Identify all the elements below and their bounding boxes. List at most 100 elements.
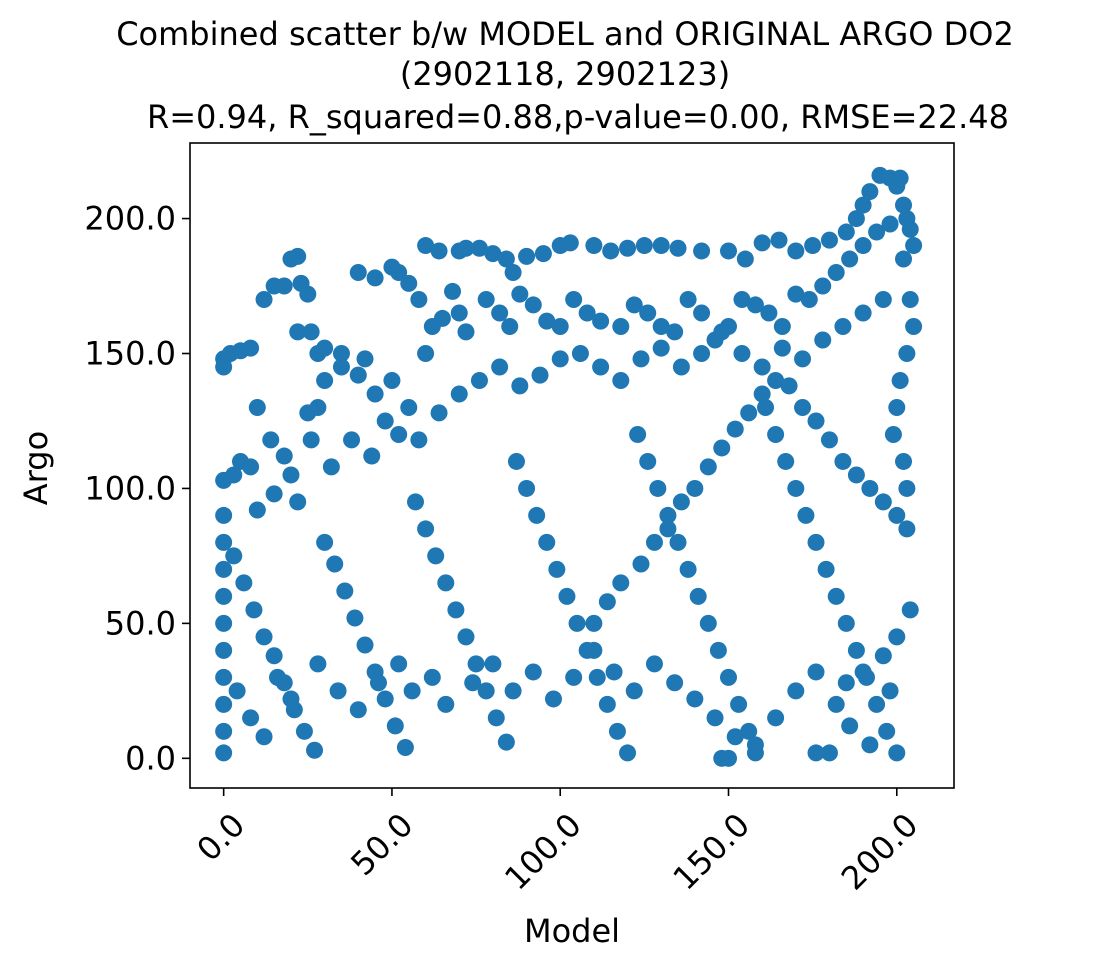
- scatter-point: [417, 345, 435, 363]
- scatter-point: [306, 741, 324, 759]
- scatter-point: [629, 425, 647, 443]
- scatter-point: [612, 318, 630, 336]
- scatter-point: [565, 668, 583, 686]
- scatter-point: [376, 690, 394, 708]
- scatter-point: [457, 239, 475, 257]
- scatter-point: [528, 506, 546, 524]
- y-tick-label: 0.0: [125, 739, 176, 777]
- scatter-point: [282, 690, 300, 708]
- scatter-point: [686, 690, 704, 708]
- scatter-point: [868, 695, 886, 713]
- scatter-point: [780, 377, 798, 395]
- scatter-point: [477, 291, 495, 309]
- scatter-point: [484, 655, 502, 673]
- scatter-point: [538, 533, 556, 551]
- chart-subtitle: (2902118, 2902123): [400, 55, 730, 93]
- scatter-point: [430, 404, 448, 422]
- scatter-point: [619, 744, 637, 762]
- scatter-point: [814, 331, 832, 349]
- scatter-point: [571, 345, 589, 363]
- scatter-point: [588, 668, 606, 686]
- scatter-point: [666, 323, 684, 341]
- x-tick-label: 150.0: [665, 806, 757, 898]
- scatter-point: [225, 466, 243, 484]
- scatter-point: [713, 749, 731, 767]
- scatter-point: [548, 560, 566, 578]
- x-axis: 0.0 50.0 100.0 150.0 200.0: [189, 788, 925, 897]
- scatter-point: [837, 674, 855, 692]
- scatter-point: [346, 609, 364, 627]
- scatter-point: [753, 385, 771, 403]
- scatter-point: [349, 701, 367, 719]
- scatter-point: [269, 668, 287, 686]
- scatter-point: [649, 479, 667, 497]
- scatter-point: [248, 501, 266, 519]
- scatter-point: [713, 439, 731, 457]
- scatter-point: [316, 371, 334, 389]
- scatter-point: [639, 304, 657, 322]
- scatter-point: [491, 358, 509, 376]
- scatter-point: [699, 614, 717, 632]
- plot-area-frame: [189, 142, 955, 789]
- scatter-point: [565, 291, 583, 309]
- scatter-point: [524, 296, 542, 314]
- scatter-point: [332, 358, 350, 376]
- scatter-point: [585, 641, 603, 659]
- scatter-point: [720, 668, 738, 686]
- scatter-point: [901, 291, 919, 309]
- scatter-point: [215, 668, 233, 686]
- scatter-point: [427, 547, 445, 565]
- scatter-point: [837, 223, 855, 241]
- scatter-point: [349, 366, 367, 384]
- scatter-point: [901, 601, 919, 619]
- scatter-point: [242, 339, 260, 357]
- scatter-point: [215, 641, 233, 659]
- scatter-point: [363, 447, 381, 465]
- y-tick-label: 50.0: [105, 604, 176, 642]
- scatter-point: [444, 282, 462, 300]
- scatter-point: [733, 291, 751, 309]
- scatter-point: [504, 682, 522, 700]
- scatter-point: [585, 614, 603, 632]
- scatter-point: [248, 398, 266, 416]
- scatter-point: [390, 655, 408, 673]
- scatter-point: [713, 323, 731, 341]
- scatter-point: [450, 385, 468, 403]
- scatter-point: [837, 614, 855, 632]
- scatter-point: [295, 722, 313, 740]
- y-tick-label: 100.0: [84, 469, 176, 507]
- scatter-point: [437, 574, 455, 592]
- scatter-point: [316, 533, 334, 551]
- scatter-point: [881, 215, 899, 233]
- scatter-point: [265, 485, 283, 503]
- scatter-point: [215, 744, 233, 762]
- scatter-point: [551, 350, 569, 368]
- scatter-point: [531, 366, 549, 384]
- scatter-point: [652, 318, 670, 336]
- scatter-point: [309, 655, 327, 673]
- scatter-point: [289, 493, 307, 511]
- scatter-point: [437, 695, 455, 713]
- scatter-point: [898, 479, 916, 497]
- scatter-point: [396, 739, 414, 757]
- scatter-point: [874, 493, 892, 511]
- scatter-point: [487, 709, 505, 727]
- scatter-point: [245, 601, 263, 619]
- scatter-point: [383, 371, 401, 389]
- scatter-point: [652, 339, 670, 357]
- scatter-point: [400, 398, 418, 416]
- scatter-point: [457, 323, 475, 341]
- scatter-point: [878, 722, 896, 740]
- scatter-point: [888, 744, 906, 762]
- scatter-point: [568, 614, 586, 632]
- scatter-point: [470, 371, 488, 389]
- y-axis: 0.0 50.0 100.0 150.0 200.0: [84, 200, 190, 777]
- scatter-point: [827, 695, 845, 713]
- scatter-point: [841, 717, 859, 735]
- scatter-point: [757, 398, 775, 416]
- scatter-point: [282, 466, 300, 484]
- scatter-point: [740, 404, 758, 422]
- scatter-point: [450, 304, 468, 322]
- scatter-point: [302, 431, 320, 449]
- scatter-point: [215, 506, 233, 524]
